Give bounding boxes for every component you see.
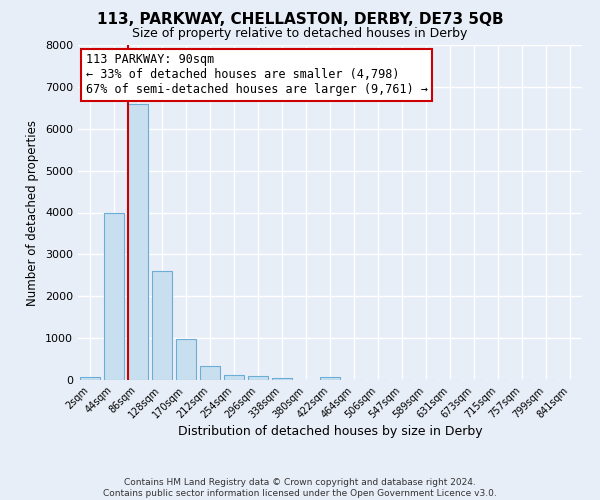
Text: Contains HM Land Registry data © Crown copyright and database right 2024.
Contai: Contains HM Land Registry data © Crown c… (103, 478, 497, 498)
Text: Size of property relative to detached houses in Derby: Size of property relative to detached ho… (133, 28, 467, 40)
Text: 113 PARKWAY: 90sqm
← 33% of detached houses are smaller (4,798)
67% of semi-deta: 113 PARKWAY: 90sqm ← 33% of detached hou… (86, 54, 428, 96)
Text: 113, PARKWAY, CHELLASTON, DERBY, DE73 5QB: 113, PARKWAY, CHELLASTON, DERBY, DE73 5Q… (97, 12, 503, 28)
Bar (320, 377, 340, 380)
Bar (128, 104, 148, 380)
Bar (248, 376, 268, 380)
Bar (80, 377, 100, 380)
Bar (176, 339, 196, 380)
Bar (224, 374, 244, 380)
Bar (104, 212, 124, 380)
X-axis label: Distribution of detached houses by size in Derby: Distribution of detached houses by size … (178, 426, 482, 438)
Bar (200, 366, 220, 380)
Y-axis label: Number of detached properties: Number of detached properties (26, 120, 40, 306)
Bar (272, 378, 292, 380)
Bar (152, 271, 172, 380)
